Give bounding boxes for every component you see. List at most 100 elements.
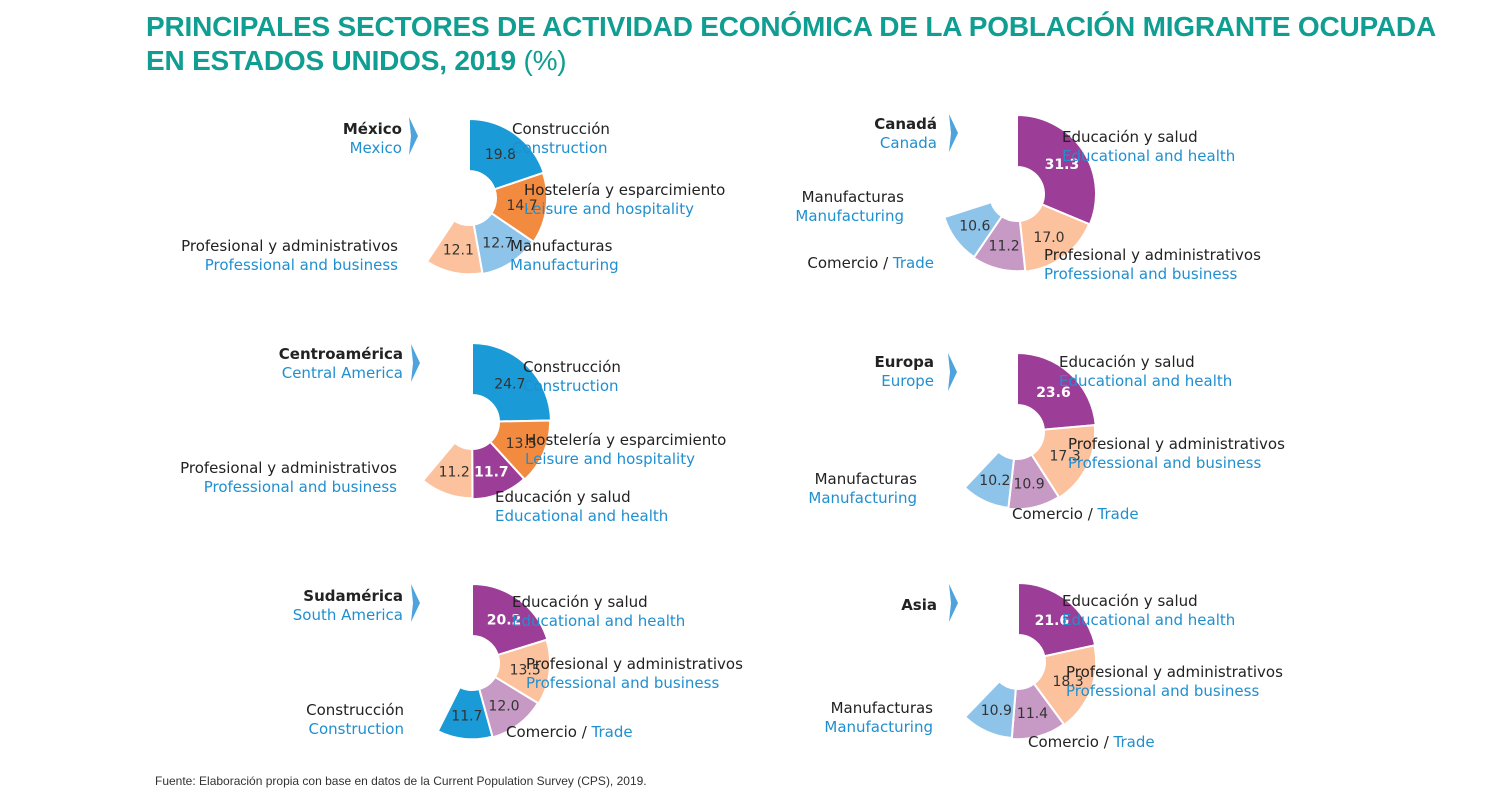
slice-value-label: 24.7 (494, 376, 525, 392)
slice-value-label: 17.0 (1033, 230, 1064, 246)
region-name-en: South America (293, 606, 403, 624)
region-name-es: Sudamérica (303, 587, 403, 605)
slice-category-label: Comercio / Trade (807, 254, 934, 272)
slice-label-en: Construction (308, 720, 404, 738)
slice-label-es: Educación y salud (512, 593, 648, 611)
slice-label-es: Educación y salud (1059, 353, 1195, 371)
slice-label-en: Trade (1097, 505, 1139, 523)
donut-slice (1032, 644, 1098, 727)
slice-value-label: 18.3 (1053, 674, 1084, 690)
slice-label-es: Manufacturas (815, 470, 918, 488)
slice-value-label: 13.5 (510, 663, 541, 679)
slice-value-label: 11.4 (1017, 706, 1048, 722)
slice-label-en: Leisure and hospitality (525, 450, 695, 468)
slice-label-es: Profesional y administrativos (180, 459, 397, 477)
slice-label-es: Manufacturas (802, 188, 905, 206)
slice-label-en: Trade (1113, 733, 1155, 751)
slice-label-es: Comercio / (1012, 505, 1098, 523)
slice-value-label: 21.6 (1035, 613, 1070, 629)
slice-value-label: 11.7 (451, 708, 482, 724)
slice-label-en: Manufacturing (808, 489, 917, 507)
donut-slice (963, 680, 1017, 740)
slice-label-es: Construcción (523, 358, 621, 376)
slice-label-es: Educación y salud (495, 488, 631, 506)
pointer-arrow-icon (949, 584, 958, 622)
donut-slice (1018, 203, 1091, 273)
region-name-en: Mexico (350, 139, 402, 157)
slice-label-es: Profesional y administrativos (1044, 246, 1261, 264)
slice-label-en: Professional and business (1066, 682, 1259, 700)
slice-value-label: 10.2 (979, 473, 1010, 489)
donut-slice (1030, 424, 1097, 500)
chart-title-text: PRINCIPALES SECTORES DE ACTIVIDAD ECONÓM… (146, 11, 1435, 76)
slice-label-en: Construction (523, 377, 619, 395)
slice-label-es: Educación y salud (1062, 128, 1198, 146)
region-name-es: Canadá (874, 115, 937, 133)
slice-value-label: 12.7 (482, 236, 513, 252)
slice-label-es: Manufacturas (831, 699, 934, 717)
slice-label-en: Construction (512, 139, 608, 157)
donut-slice (1017, 581, 1097, 658)
donut-slice (436, 685, 494, 741)
slice-label-es: Educación y salud (1062, 592, 1198, 610)
slice-value-label: 10.6 (959, 218, 990, 234)
donut-slice (963, 450, 1016, 509)
slice-label-en: Professional and business (205, 256, 398, 274)
slice-label-es: Profesional y administrativos (1068, 435, 1285, 453)
slice-label-en: Manufacturing (510, 256, 619, 274)
slice-category-label: Comercio / Trade (1012, 505, 1139, 523)
slice-value-label: 19.8 (485, 147, 516, 163)
slice-value-label: 14.7 (506, 198, 537, 214)
slice-label-es: Comercio / (1028, 733, 1114, 751)
slice-label-en: Trade (591, 723, 633, 741)
slice-label-en: Leisure and hospitality (524, 200, 694, 218)
slice-label-es: Profesional y administrativos (181, 237, 398, 255)
slice-value-label: 13.5 (506, 436, 537, 452)
donut-slice (943, 200, 1004, 259)
region-name-en: Canada (880, 134, 937, 152)
slice-label-en: Manufacturing (795, 207, 904, 225)
chart-title-unit: (%) (523, 45, 567, 76)
slice-category-label: Comercio / Trade (1028, 733, 1155, 751)
slice-value-label: 11.2 (989, 239, 1020, 255)
pointer-arrow-icon (411, 344, 420, 382)
pointer-arrow-icon (948, 353, 957, 391)
slice-label-en: Professional and business (526, 674, 719, 692)
slice-label-es: Comercio / (506, 723, 592, 741)
region-name-es: Asia (901, 596, 937, 614)
slice-value-label: 20.2 (487, 613, 522, 629)
slice-label-en: Educational and health (1062, 147, 1235, 165)
region-name-en: Central America (282, 364, 403, 382)
slice-value-label: 10.9 (981, 703, 1012, 719)
donut-slice (421, 441, 474, 500)
slice-label-en: Educational and health (1059, 372, 1232, 390)
slice-value-label: 23.6 (1036, 385, 1071, 401)
slice-label-es: Manufacturas (510, 237, 613, 255)
region-name-en: Europe (881, 372, 934, 390)
slice-label-es: Construcción (512, 120, 610, 138)
source-note: Fuente: Elaboración propia con base en d… (155, 774, 647, 788)
slice-label-es: Profesional y administrativos (526, 655, 743, 673)
slice-label-en: Trade (892, 254, 934, 272)
chart-title: PRINCIPALES SECTORES DE ACTIVIDAD ECONÓM… (146, 10, 1446, 78)
donut-slice (425, 219, 484, 276)
pointer-arrow-icon (949, 114, 958, 152)
slice-value-label: 10.9 (1013, 477, 1044, 493)
slice-value-label: 31.3 (1045, 157, 1080, 173)
slice-label-es: Profesional y administrativos (1066, 663, 1283, 681)
slice-value-label: 11.7 (474, 464, 509, 480)
pointer-arrow-icon (409, 117, 418, 155)
slice-label-en: Educational and health (495, 507, 668, 525)
slice-label-es: Hostelería y esparcimiento (525, 431, 726, 449)
slice-label-en: Educational and health (512, 612, 685, 630)
region-name-es: Europa (875, 353, 935, 371)
slice-value-label: 12.1 (443, 243, 474, 259)
slice-label-es: Construcción (306, 701, 404, 719)
donut-slice (468, 117, 546, 191)
